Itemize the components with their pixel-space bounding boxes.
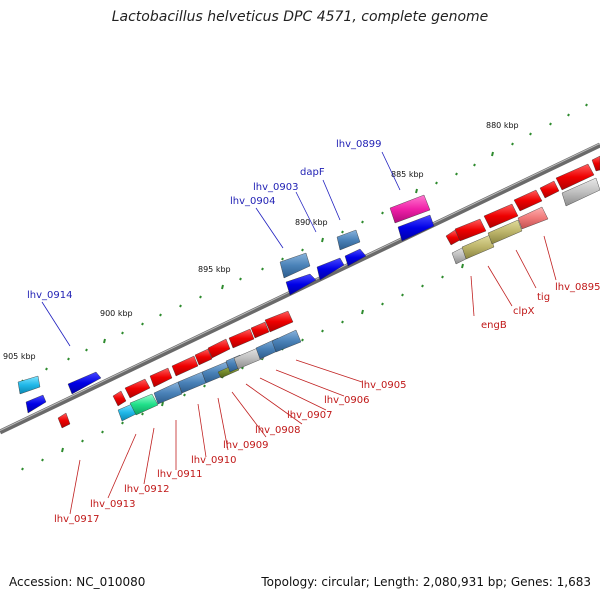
gene-label-lhv-0914: lhv_0914 bbox=[27, 290, 72, 301]
scale-label-900: 900 kbp bbox=[100, 309, 133, 318]
gene-red-2 bbox=[124, 378, 151, 399]
gene-label-lhv-0906: lhv_0906 bbox=[324, 395, 369, 406]
forward-strand-genes bbox=[17, 194, 435, 414]
gene-steel-a bbox=[279, 252, 311, 279]
gene-steel-1 bbox=[153, 381, 183, 405]
gene-blue-c bbox=[316, 257, 345, 281]
gene-red-3 bbox=[149, 367, 173, 388]
scale-label-885: 885 kbp bbox=[391, 170, 424, 179]
gene-label-lhv-0908: lhv_0908 bbox=[255, 425, 300, 436]
gene-red-6 bbox=[207, 338, 231, 359]
gene-green bbox=[129, 393, 159, 416]
gene-steel-b bbox=[336, 229, 361, 251]
gene-label-engB: engB bbox=[481, 320, 507, 331]
gene-label-lhv-0905: lhv_0905 bbox=[361, 380, 406, 391]
gene-red-small bbox=[57, 412, 71, 429]
gene-label-lhv-0917: lhv_0917 bbox=[54, 514, 99, 525]
scale-label-880: 880 kbp bbox=[486, 121, 519, 130]
gene-label-lhv-0911: lhv_0911 bbox=[157, 469, 202, 480]
gene-label-lhv-0909: lhv_0909 bbox=[223, 440, 268, 451]
reverse-strand-genes bbox=[57, 155, 600, 429]
gene-red-right-5 bbox=[539, 180, 560, 199]
forward-leader-lines bbox=[41, 151, 401, 347]
gene-red-right-6 bbox=[555, 163, 595, 191]
gene-pink bbox=[517, 206, 549, 230]
gene-gray-1 bbox=[233, 346, 265, 370]
gene-gray-right-2 bbox=[561, 177, 600, 207]
gene-olive-right-1 bbox=[461, 234, 495, 260]
gene-label-dapF: dapF bbox=[300, 167, 325, 178]
gene-red-right-4 bbox=[513, 189, 543, 212]
gene-red-right-3 bbox=[483, 203, 519, 229]
gene-red-1 bbox=[112, 390, 127, 407]
gene-magenta bbox=[389, 194, 431, 224]
gene-red-8 bbox=[250, 321, 270, 339]
gene-label-lhv-0907: lhv_0907 bbox=[287, 410, 332, 421]
gene-olive-right-2 bbox=[487, 219, 523, 245]
gene-lhv-0914-shape bbox=[67, 371, 102, 395]
gene-label-tig: tig bbox=[537, 292, 550, 303]
gene-blue-d bbox=[344, 248, 367, 267]
gene-blue-a bbox=[25, 394, 47, 414]
gene-red-right-7 bbox=[591, 155, 600, 172]
gene-red-7 bbox=[228, 328, 255, 349]
gene-label-lhv-0910: lhv_0910 bbox=[191, 455, 236, 466]
gene-label-lhv-0912: lhv_0912 bbox=[124, 484, 169, 495]
scale-label-895: 895 kbp bbox=[198, 265, 231, 274]
scale-label-905: 905 kbp bbox=[3, 352, 36, 361]
gene-blue-e bbox=[397, 214, 435, 242]
gene-steel-6 bbox=[271, 329, 302, 353]
gene-label-lhv-0904: lhv_0904 bbox=[230, 196, 275, 207]
gene-label-lhv-0899: lhv_0899 bbox=[336, 139, 381, 150]
gene-label-lhv-0895: lhv_0895 bbox=[555, 282, 600, 293]
accession-text: Accession: NC_010080 bbox=[9, 575, 146, 589]
topology-text: Topology: circular; Length: 2,080,931 bp… bbox=[261, 575, 591, 589]
gene-cyan-a bbox=[17, 375, 41, 395]
gene-red-right-2 bbox=[454, 218, 487, 242]
gene-label-lhv-0903: lhv_0903 bbox=[253, 182, 298, 193]
reverse-leader-lines bbox=[69, 235, 557, 515]
gene-red-5 bbox=[194, 348, 213, 366]
gene-red-4 bbox=[171, 355, 199, 377]
map-title: Lactobacillus helveticus DPC 4571, compl… bbox=[111, 9, 489, 25]
gene-blue-b bbox=[285, 273, 317, 296]
gene-red-9 bbox=[264, 310, 294, 333]
gene-steel-2 bbox=[177, 371, 207, 394]
outer-tick-row bbox=[21, 103, 588, 383]
gene-label-lhv-0913: lhv_0913 bbox=[90, 499, 135, 510]
gene-label-clpX: clpX bbox=[513, 306, 535, 317]
